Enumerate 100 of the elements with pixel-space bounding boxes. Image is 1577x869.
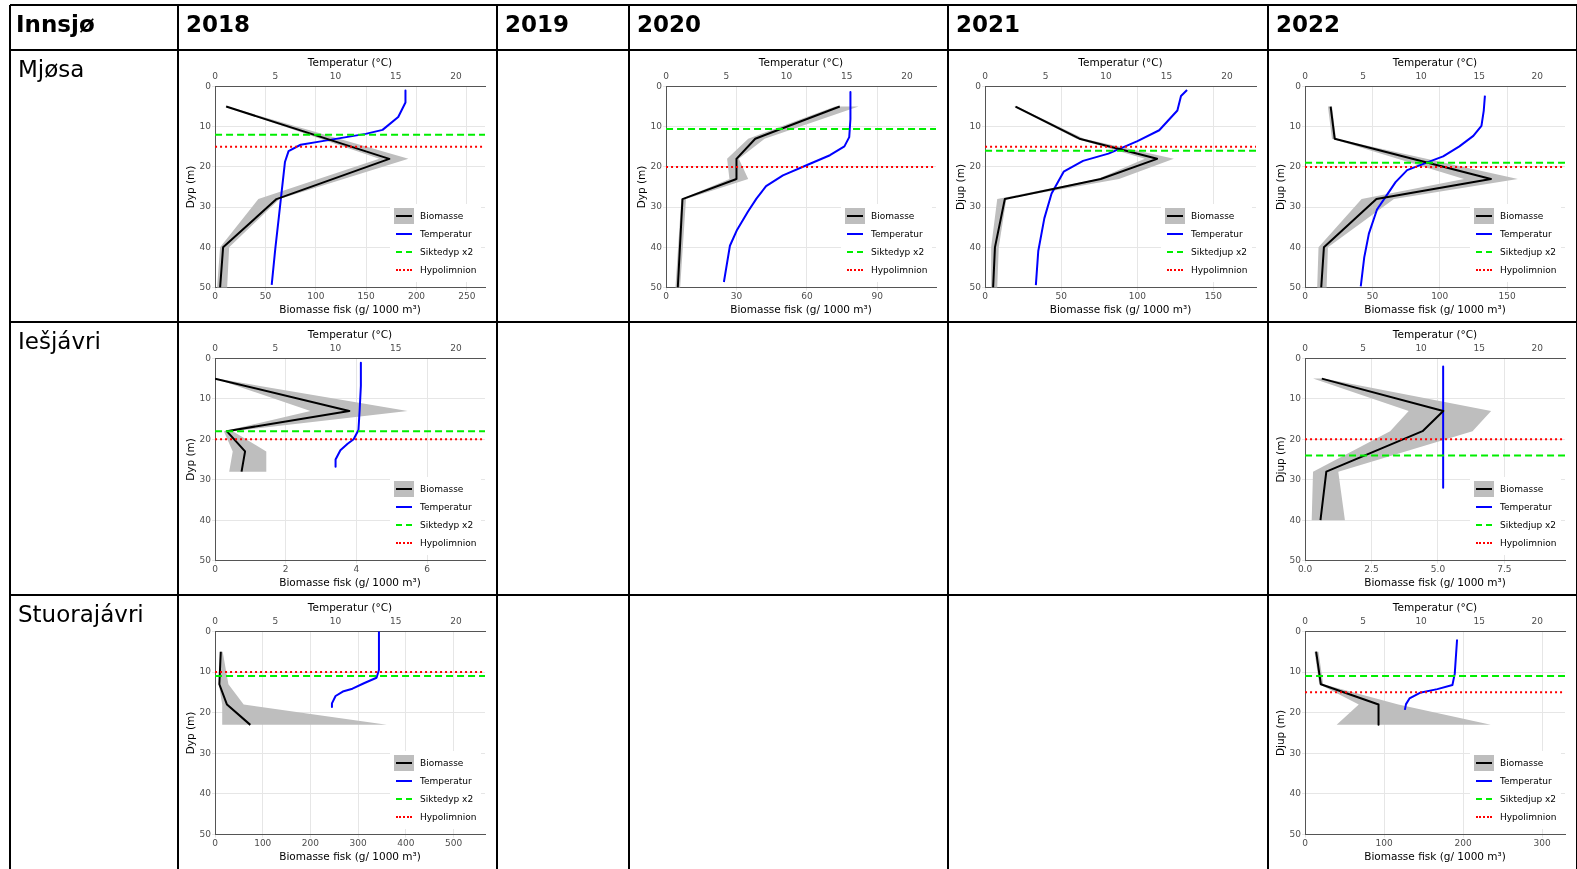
y-tick-label: 40 xyxy=(199,241,212,252)
legend-label: Hypolimnion xyxy=(1500,264,1557,275)
category-label: Stuorajávri xyxy=(18,601,144,627)
x-tick-label: 100 xyxy=(1128,291,1147,302)
y-tick-label: 10 xyxy=(199,666,212,677)
y-tick-label: 50 xyxy=(1289,828,1302,839)
x2-tick-label: 15 xyxy=(1473,343,1485,354)
y-tick-label: 50 xyxy=(199,828,212,839)
legend-label: Hypolimnion xyxy=(420,537,477,548)
x2-tick-label: 10 xyxy=(780,71,793,82)
x2-tick-label: 10 xyxy=(1415,616,1428,627)
category-label: 2019 xyxy=(505,11,570,37)
y-tick-label: 50 xyxy=(969,281,982,292)
x-tick-label: 200 xyxy=(1454,838,1472,849)
x-tick-label: 200 xyxy=(301,838,320,849)
x2-tick-label: 15 xyxy=(1473,71,1485,82)
x2-axis-title: Temperatur (°C) xyxy=(306,328,393,341)
x-tick-label: 0 xyxy=(212,564,219,575)
x2-tick-label: 15 xyxy=(1473,616,1485,627)
legend-label: Siktedyp x2 xyxy=(420,793,474,804)
x2-axis-title: Temperatur (°C) xyxy=(1391,601,1478,614)
x2-tick-label: 10 xyxy=(1415,343,1428,354)
x-tick-label: 6 xyxy=(424,564,431,575)
y-axis-title: Dyp (m) xyxy=(184,165,197,209)
category-label: 2018 xyxy=(186,11,251,37)
legend-label: Biomasse xyxy=(1191,210,1235,221)
y-tick-label: 10 xyxy=(199,393,212,404)
legend-label: Biomasse xyxy=(871,210,915,221)
legend-label: Biomasse xyxy=(1500,483,1544,494)
x-tick-label: 4 xyxy=(353,564,360,575)
x2-axis-title: Temperatur (°C) xyxy=(306,601,393,614)
x2-tick-label: 20 xyxy=(1531,616,1544,627)
y-tick-label: 0 xyxy=(1295,625,1302,636)
legend-label: Biomasse xyxy=(420,483,464,494)
x2-tick-label: 5 xyxy=(1360,343,1366,354)
x-tick-label: 100 xyxy=(254,838,272,849)
y-axis-title: Djup (m) xyxy=(1274,709,1287,757)
x2-tick-label: 0 xyxy=(1302,71,1309,82)
x-tick-label: 50 xyxy=(1055,291,1068,302)
x2-axis-title: Temperatur (°C) xyxy=(757,56,844,69)
x2-tick-label: 5 xyxy=(723,71,730,82)
x2-tick-label: 20 xyxy=(1221,71,1233,82)
x-tick-label: 500 xyxy=(444,838,463,849)
x-tick-label: 30 xyxy=(730,291,743,302)
x2-tick-label: 0 xyxy=(212,71,219,82)
x-axis-title: Biomasse fisk (g/ 1000 m³) xyxy=(730,303,872,316)
y-tick-label: 0 xyxy=(205,80,212,91)
y-tick-label: 40 xyxy=(969,241,982,252)
x-tick-label: 0 xyxy=(982,291,989,302)
y-axis-title: Dyp (m) xyxy=(184,438,197,481)
y-tick-label: 20 xyxy=(1289,433,1302,444)
legend-label: Siktedjup x2 xyxy=(1500,793,1557,804)
x-axis-title: Biomasse fisk (g/ 1000 m³) xyxy=(1364,576,1506,589)
y-tick-label: 30 xyxy=(199,201,212,212)
x-axis-title: Biomasse fisk (g/ 1000 m³) xyxy=(1364,303,1506,316)
x2-tick-label: 15 xyxy=(390,71,402,82)
x-tick-label: 0.0 xyxy=(1297,564,1313,575)
x-axis-title: Biomasse fisk (g/ 1000 m³) xyxy=(1049,303,1192,316)
text: Innsjø xyxy=(16,11,95,37)
legend-label: Temperatur xyxy=(1500,775,1552,786)
x-axis-title: Biomasse fisk (g/ 1000 m³) xyxy=(279,576,421,589)
legend-label: Temperatur xyxy=(420,775,472,786)
legend-label: Hypolimnion xyxy=(1191,264,1248,275)
legend-label: Temperatur xyxy=(420,228,472,239)
legend-label: Siktedyp x2 xyxy=(420,519,474,530)
x2-axis-title: Temperatur (°C) xyxy=(306,56,393,69)
legend-label: Hypolimnion xyxy=(871,264,928,275)
x-tick-label: 150 xyxy=(357,291,375,302)
x2-tick-label: 20 xyxy=(901,71,914,82)
x2-tick-label: 5 xyxy=(272,71,279,82)
y-tick-label: 40 xyxy=(1289,788,1302,799)
y-tick-label: 20 xyxy=(199,433,212,444)
x2-tick-label: 0 xyxy=(982,71,989,82)
legend-label: Hypolimnion xyxy=(420,264,477,275)
x-tick-label: 150 xyxy=(1498,291,1516,302)
legend-label: Siktedjup x2 xyxy=(1191,246,1248,257)
y-axis-title: Djup (m) xyxy=(954,163,967,211)
y-axis-title: Dyp (m) xyxy=(184,711,197,755)
y-tick-label: 0 xyxy=(205,625,212,636)
category-label: Mjøsa xyxy=(18,56,85,82)
x2-tick-label: 5 xyxy=(272,343,279,354)
x2-tick-label: 15 xyxy=(841,71,853,82)
x2-tick-label: 0 xyxy=(1302,343,1309,354)
x2-tick-label: 0 xyxy=(1302,616,1309,627)
x-tick-label: 100 xyxy=(1375,838,1393,849)
y-axis-title: Djup (m) xyxy=(1274,436,1287,483)
y-tick-label: 40 xyxy=(199,514,212,525)
legend-label: Temperatur xyxy=(1191,228,1243,239)
legend-label: Temperatur xyxy=(871,228,923,239)
x2-axis-title: Temperatur (°C) xyxy=(1391,328,1478,341)
x2-tick-label: 5 xyxy=(1042,71,1049,82)
x-tick-label: 0 xyxy=(1302,291,1309,302)
y-tick-label: 20 xyxy=(969,161,982,172)
x-tick-label: 200 xyxy=(407,291,426,302)
x-tick-label: 300 xyxy=(1533,838,1551,849)
y-tick-label: 30 xyxy=(199,747,212,758)
y-tick-label: 50 xyxy=(1289,281,1302,292)
x2-tick-label: 20 xyxy=(450,616,463,627)
x-tick-label: 2.5 xyxy=(1364,564,1379,575)
x2-tick-label: 5 xyxy=(272,616,279,627)
